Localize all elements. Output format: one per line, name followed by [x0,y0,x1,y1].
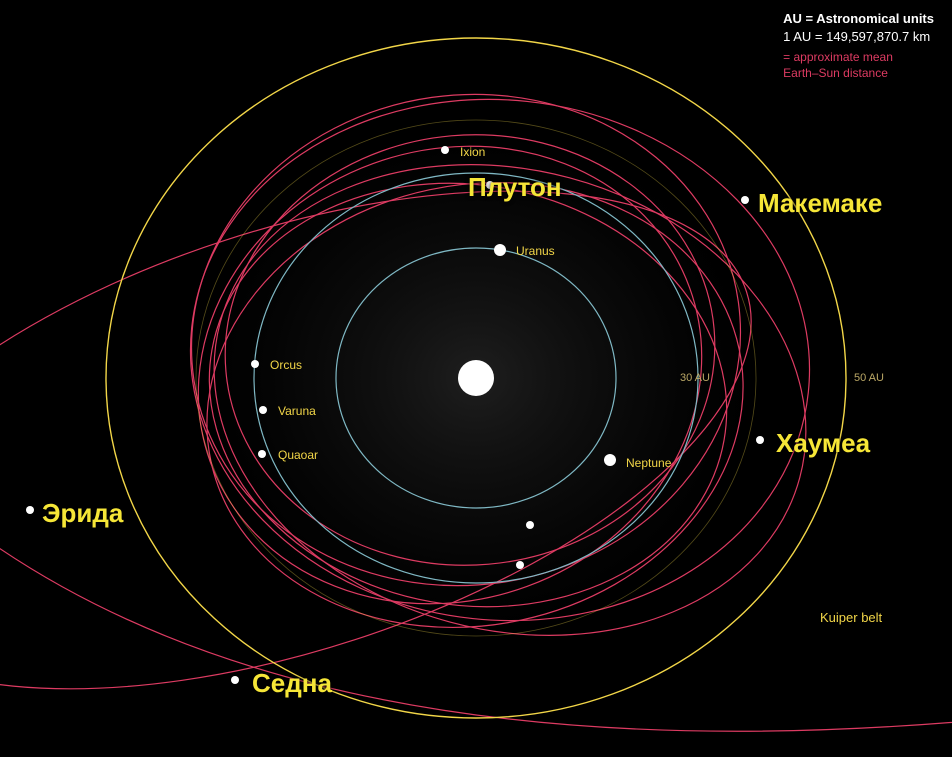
unnamed-body-1 [526,521,534,529]
orbit-diagram: AU = Astronomical units 1 AU = 149,597,8… [0,0,952,757]
au-50: 50 AU [854,372,884,384]
ixion-label: Ixion [460,145,485,159]
unnamed-body-2 [516,561,524,569]
varuna-label: Varuna [278,404,316,418]
pluto-big: Плутон [468,172,562,203]
orbit-canvas [0,0,952,757]
makemake-big: Макемаке [758,188,882,219]
sun [458,360,494,396]
quaoar-body [258,450,266,458]
kuiper-belt-label: Kuiper belt [820,610,882,625]
eris-body [26,506,34,514]
legend: AU = Astronomical units 1 AU = 149,597,8… [783,10,934,81]
neptune-label: Neptune [626,456,671,470]
sedna-body [231,676,239,684]
legend-conversion: 1 AU = 149,597,870.7 km [783,28,934,46]
legend-title: AU = Astronomical units [783,10,934,28]
haumea-body [756,436,764,444]
uranus-label: Uranus [516,244,555,258]
eris-big: Эрида [42,498,123,529]
makemake-body [741,196,749,204]
ixion-body [441,146,449,154]
orcus-label: Orcus [270,358,302,372]
legend-note: = approximate mean Earth–Sun distance [783,49,934,81]
sedna-big: Седна [252,668,332,699]
orcus-body [251,360,259,368]
uranus-body [494,244,506,256]
haumea-big: Хаумеа [776,428,870,459]
quaoar-label: Quaoar [278,448,318,462]
neptune-body [604,454,616,466]
au-30: 30 AU [680,372,710,384]
varuna-body [259,406,267,414]
